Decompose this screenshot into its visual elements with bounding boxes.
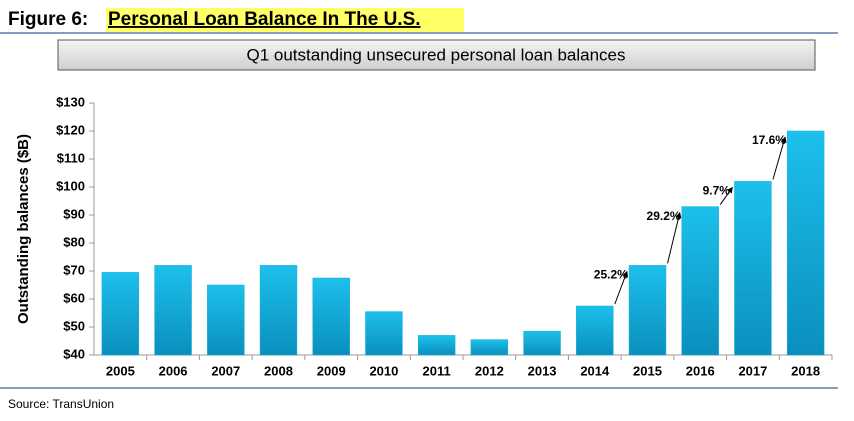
figure-label: Figure 6: [8, 9, 88, 30]
bar [312, 277, 350, 356]
bar [523, 330, 561, 356]
x-tick-label: 2018 [791, 363, 820, 378]
y-tick-label: $70 [63, 262, 85, 277]
x-tick-label: 2013 [528, 363, 557, 378]
x-tick-label: 2017 [738, 363, 767, 378]
y-tick-label: $80 [63, 234, 85, 249]
bar [786, 130, 825, 356]
x-tick-label: 2008 [264, 363, 293, 378]
bar [576, 305, 614, 356]
bar [470, 339, 509, 356]
x-tick-label: 2011 [423, 363, 451, 378]
x-tick-label: 2010 [369, 363, 398, 378]
annotation: 25.2% [594, 268, 628, 282]
x-tick-label: 2006 [159, 363, 188, 378]
x-tick-label: 2015 [633, 363, 662, 378]
annotation-arrow [667, 212, 682, 264]
x-tick-label: 2012 [475, 363, 504, 378]
bar [417, 335, 456, 356]
y-tick-label: $90 [63, 206, 85, 221]
annotation: 9.7% [703, 184, 731, 198]
bar [734, 181, 772, 356]
source: Source: TransUnion [8, 397, 114, 411]
bar [259, 265, 298, 356]
x-tick-label: 2007 [211, 363, 240, 378]
y-tick-label: $60 [63, 290, 85, 305]
y-tick-label: $40 [63, 346, 85, 361]
bar [207, 284, 245, 356]
annotation-arrow [614, 270, 628, 305]
annotation-arrow [719, 186, 733, 205]
annotation: 29.2% [647, 209, 681, 223]
annotation: 17.6% [752, 133, 786, 147]
subtitle-box [57, 39, 816, 71]
y-tick-label: $50 [63, 318, 85, 333]
x-tick-label: 2005 [106, 363, 135, 378]
x-tick-label: 2014 [580, 363, 610, 378]
bar [101, 272, 140, 356]
bar [681, 206, 719, 356]
y-tick-label: $100 [56, 178, 85, 193]
title-highlight [106, 8, 464, 32]
bar [628, 265, 667, 356]
bar [365, 311, 403, 356]
x-tick-label: 2016 [686, 363, 715, 378]
y-tick-label: $110 [57, 150, 85, 165]
x-tick-label: 2009 [317, 363, 346, 378]
bar [154, 265, 192, 356]
subtitle: Q1 outstanding unsecured personal loan b… [247, 45, 626, 64]
chart-title: Personal Loan Balance In The U.S. [108, 9, 421, 30]
y-tick-label: $120 [56, 122, 85, 137]
y-tick-label: $130 [56, 94, 85, 109]
y-axis-label: Outstanding balances ($B) [15, 134, 32, 324]
annotation-arrow [772, 136, 787, 180]
